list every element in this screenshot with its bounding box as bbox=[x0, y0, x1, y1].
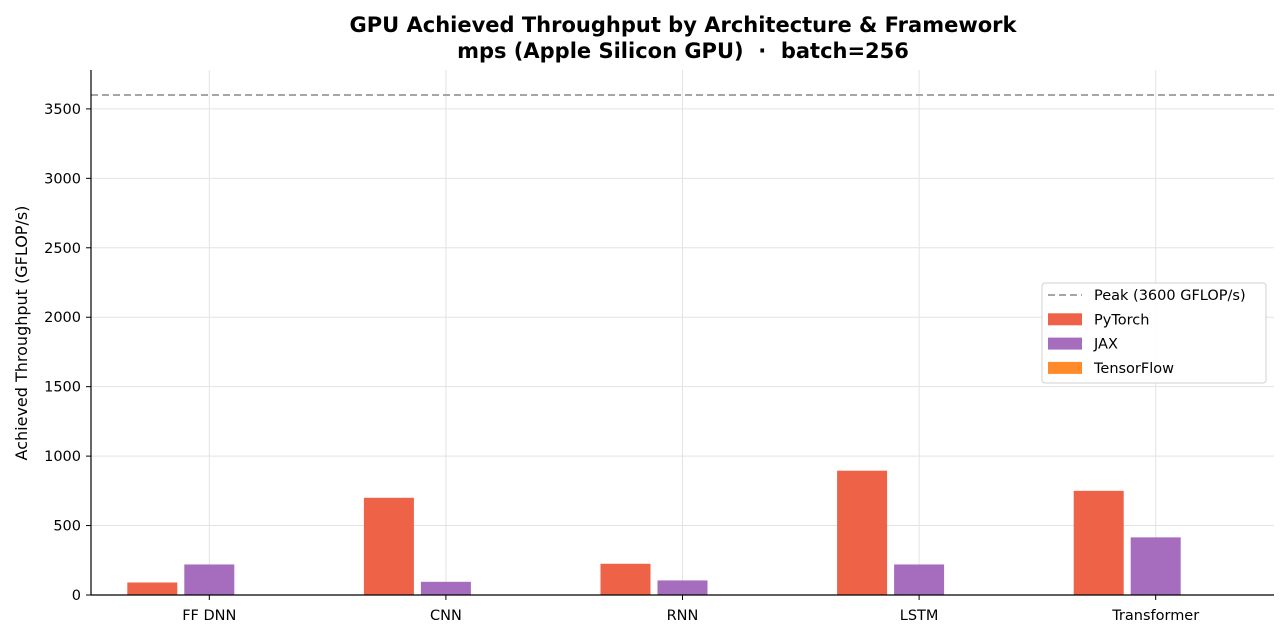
legend-label: JAX bbox=[1093, 337, 1118, 353]
y-tick-label: 3500 bbox=[44, 102, 81, 118]
y-tick-label: 3000 bbox=[44, 171, 81, 187]
legend-label: TensorFlow bbox=[1093, 361, 1174, 377]
legend-swatch-tensorflow bbox=[1048, 361, 1082, 374]
bar-pytorch-lstm bbox=[837, 470, 888, 595]
y-tick-label: 0 bbox=[72, 588, 81, 604]
y-tick-label: 2000 bbox=[44, 310, 81, 326]
y-tick-label: 2500 bbox=[44, 241, 81, 257]
bar-jax-lstm bbox=[894, 564, 945, 595]
legend-swatch-pytorch bbox=[1048, 313, 1082, 326]
bar-jax-rnn bbox=[657, 580, 708, 595]
x-tick-label: CNN bbox=[430, 608, 462, 624]
y-axis-label: Achieved Throughput (GFLOP/s) bbox=[12, 206, 31, 461]
legend-swatch-jax bbox=[1048, 337, 1082, 350]
bars bbox=[127, 470, 1181, 595]
y-tick-label: 1000 bbox=[44, 449, 81, 465]
chart-subtitle: mps (Apple Silicon GPU) · batch=256 bbox=[457, 39, 909, 63]
legend: Peak (3600 GFLOP/s) PyTorch JAX TensorFlow bbox=[1041, 282, 1267, 384]
axes: 0 500 1000 1500 2000 2500 3000 3500 FF DNN CNN RNN… bbox=[44, 70, 1274, 624]
chart-title: GPU Achieved Throughput by Architecture … bbox=[350, 13, 1018, 37]
bar-pytorch-ff-dnn bbox=[127, 582, 178, 595]
bar-pytorch-rnn bbox=[600, 563, 651, 595]
bar-pytorch-transformer bbox=[1073, 490, 1124, 595]
bar-jax-cnn bbox=[420, 581, 471, 595]
y-tick-label: 500 bbox=[53, 519, 81, 535]
y-tick-label: 1500 bbox=[44, 380, 81, 396]
legend-label: Peak (3600 GFLOP/s) bbox=[1094, 288, 1246, 304]
x-tick-label: FF DNN bbox=[182, 608, 236, 624]
x-tick-label: RNN bbox=[667, 608, 699, 624]
legend-label: PyTorch bbox=[1094, 312, 1149, 328]
bar-jax-transformer bbox=[1130, 537, 1181, 595]
x-tick-label: LSTM bbox=[900, 608, 939, 624]
legend-box bbox=[1041, 282, 1267, 384]
bar-pytorch-cnn bbox=[363, 497, 414, 595]
x-tick-label: Transformer bbox=[1111, 608, 1199, 624]
bar-jax-ff-dnn bbox=[184, 564, 235, 595]
